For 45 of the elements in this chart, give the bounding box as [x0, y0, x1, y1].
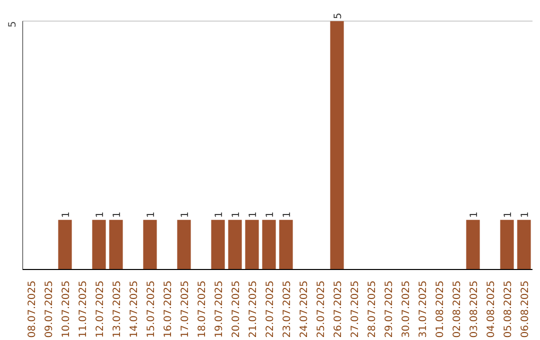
x-tick-label: 19.07.2025 — [214, 280, 225, 338]
x-tick-label: 16.07.2025 — [163, 280, 174, 338]
data-label: 1 — [61, 211, 72, 218]
data-label: 1 — [248, 211, 259, 218]
x-tick-label: 28.07.2025 — [367, 280, 378, 338]
data-label: 1 — [520, 211, 531, 218]
x-tick-label: 12.07.2025 — [95, 280, 106, 338]
data-label: 1 — [469, 211, 480, 218]
x-tick-label: 26.07.2025 — [333, 280, 344, 338]
x-tick-label: 10.07.2025 — [61, 280, 72, 338]
x-tick-label: 23.07.2025 — [282, 280, 293, 338]
x-tick-label: 30.07.2025 — [401, 280, 412, 338]
x-tick-label: 03.08.2025 — [469, 280, 480, 338]
x-tick-label: 06.08.2025 — [520, 280, 531, 338]
data-label: 1 — [503, 211, 514, 218]
x-tick-label: 20.07.2025 — [231, 280, 242, 338]
x-tick-label: 29.07.2025 — [384, 280, 395, 338]
x-tick-label: 14.07.2025 — [129, 280, 140, 338]
x-tick-label: 04.08.2025 — [486, 280, 497, 338]
x-tick-label: 21.07.2025 — [248, 280, 259, 338]
data-label: 1 — [214, 211, 225, 218]
x-tick-label: 15.07.2025 — [146, 280, 157, 338]
data-label: 1 — [265, 211, 276, 218]
data-label: 5 — [333, 12, 344, 20]
data-label: 1 — [146, 211, 157, 218]
x-tick-label: 25.07.2025 — [316, 280, 327, 338]
x-tick-label: 08.07.2025 — [27, 280, 38, 338]
data-label: 1 — [95, 211, 106, 218]
data-label: 1 — [282, 211, 293, 218]
x-tick-label: 01.08.2025 — [435, 280, 446, 338]
x-tick-label: 17.07.2025 — [180, 280, 191, 338]
x-tick-label: 24.07.2025 — [299, 280, 310, 338]
x-tick-label: 31.07.2025 — [418, 280, 429, 338]
text: 5 — [8, 21, 18, 28]
x-tick-label: 11.07.2025 — [78, 280, 89, 338]
x-tick-label: 09.07.2025 — [44, 280, 55, 338]
data-label: 1 — [231, 211, 242, 218]
data-label: 1 — [112, 211, 123, 218]
x-tick-label: 02.08.2025 — [452, 280, 463, 338]
x-tick-label: 22.07.2025 — [265, 280, 276, 338]
data-label: 1 — [180, 211, 191, 218]
x-tick-label: 13.07.2025 — [112, 280, 123, 338]
x-tick-label: 05.08.2025 — [503, 280, 514, 338]
x-tick-label: 18.07.2025 — [197, 280, 208, 338]
x-tick-label: 27.07.2025 — [350, 280, 361, 338]
